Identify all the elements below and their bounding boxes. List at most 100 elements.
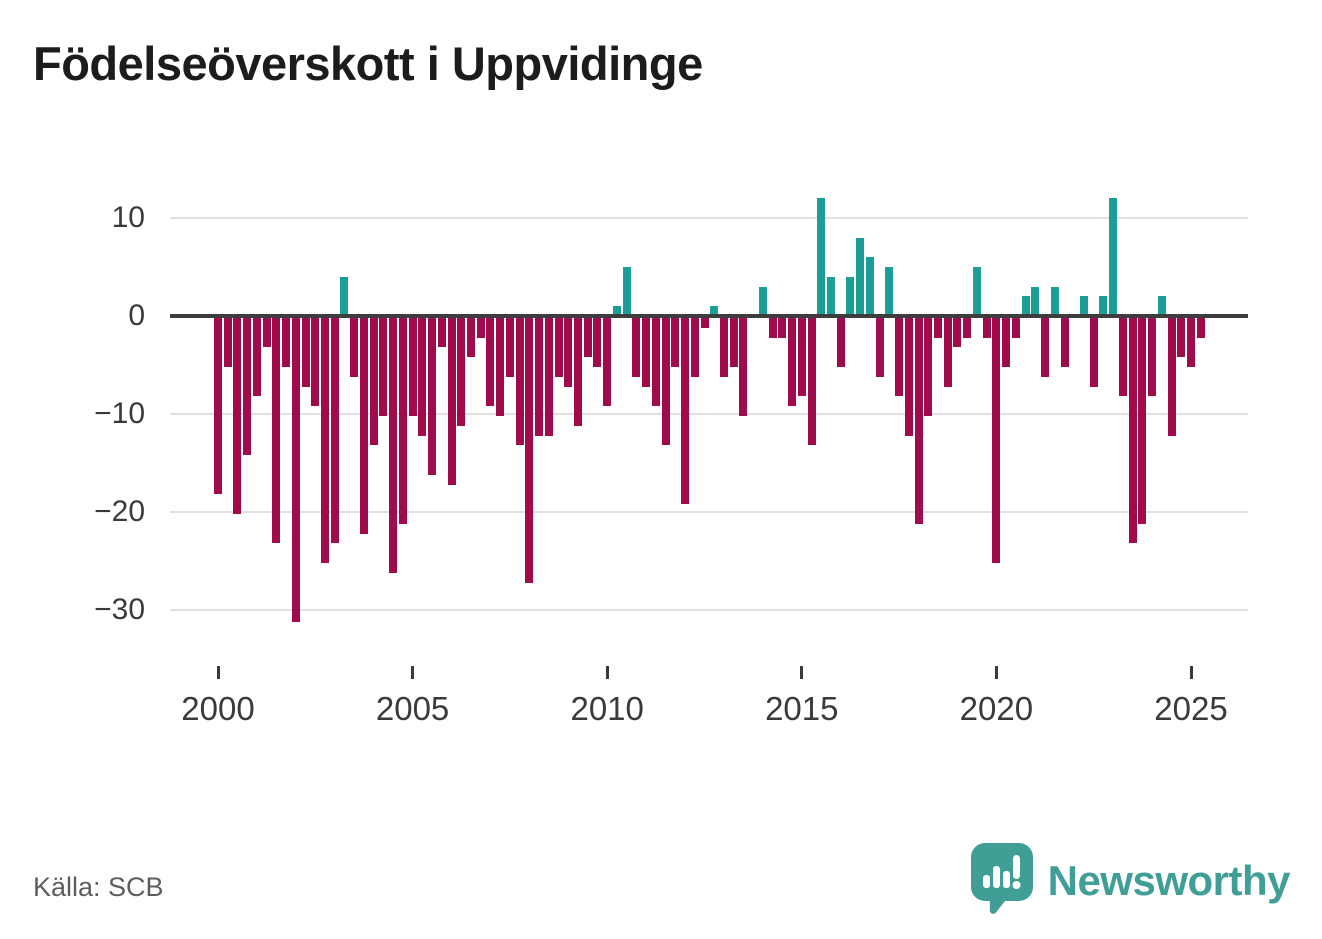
bar-q51 [710, 306, 719, 316]
gridline-y-10 [170, 217, 1248, 219]
bar-q64 [836, 318, 845, 367]
bar-q13 [340, 276, 349, 316]
bar-q12 [330, 318, 339, 544]
y-axis-label--20: −20 [94, 495, 145, 528]
x-axis-tick-2005 [411, 666, 415, 679]
bar-q8 [291, 318, 300, 622]
bar-q59 [788, 318, 797, 407]
bar-q9 [301, 318, 310, 387]
bar-q15 [359, 318, 368, 534]
bar-q85 [1041, 318, 1050, 377]
bar-q30 [505, 318, 514, 377]
bar-q66 [856, 237, 865, 316]
bar-q49 [690, 318, 699, 377]
bar-q83 [1021, 296, 1030, 316]
bar-q44 [642, 318, 651, 387]
bar-q20 [408, 318, 417, 416]
bar-q73 [924, 318, 933, 416]
bar-q3 [243, 318, 252, 456]
bar-q52 [719, 318, 728, 377]
bar-q70 [895, 318, 904, 397]
x-axis-tick-2025 [1189, 666, 1193, 679]
bar-q31 [515, 318, 524, 446]
x-axis-tick-2000 [216, 666, 220, 679]
bar-q75 [943, 318, 952, 387]
bar-q7 [282, 318, 291, 367]
x-axis-tick-2010 [605, 666, 609, 679]
bar-q84 [1031, 286, 1040, 316]
bar-q24 [447, 318, 456, 485]
bar-q18 [389, 318, 398, 573]
y-axis-label--30: −30 [94, 593, 145, 626]
bar-q40 [603, 318, 612, 407]
bar-q48 [681, 318, 690, 505]
gridline-y--10 [170, 413, 1248, 415]
bar-q17 [379, 318, 388, 416]
bar-q87 [1060, 318, 1069, 367]
x-axis-tick-2015 [800, 666, 804, 679]
x-axis-label-2015: 2015 [765, 690, 839, 727]
bar-q4 [252, 318, 261, 397]
bar-q54 [739, 318, 748, 416]
bar-q94 [1128, 318, 1137, 544]
bar-q92 [1109, 198, 1118, 316]
logo-bubble-shape [970, 843, 1033, 914]
bar-q74 [934, 318, 943, 338]
bar-q21 [418, 318, 427, 436]
bar-q100 [1187, 318, 1195, 367]
bar-q11 [321, 318, 330, 563]
zero-axis-line [170, 314, 1248, 318]
x-axis-label-2020: 2020 [959, 690, 1034, 727]
bar-q67 [865, 257, 874, 316]
bar-q89 [1079, 296, 1088, 316]
bar-q26 [466, 318, 475, 358]
bar-q14 [350, 318, 359, 377]
bar-q86 [1050, 286, 1059, 316]
bar-q62 [817, 198, 826, 316]
x-axis-label-2000: 2000 [181, 690, 255, 727]
bar-q50 [700, 318, 709, 328]
bar-q5 [262, 318, 271, 348]
bar-q90 [1089, 318, 1098, 387]
bar-q82 [1011, 318, 1020, 338]
bar-q32 [525, 318, 534, 583]
bar-q22 [428, 318, 437, 475]
bar-q43 [632, 318, 641, 377]
bar-q42 [622, 267, 631, 316]
bar-q46 [661, 318, 670, 446]
bar-q38 [583, 318, 592, 358]
brand-logo: Newsworthy [970, 842, 1291, 919]
bar-q99 [1177, 318, 1186, 358]
bar-q56 [758, 286, 767, 316]
bar-q57 [768, 318, 777, 338]
bar-q39 [593, 318, 602, 367]
source-note: Källa: SCB [33, 872, 164, 902]
bar-q80 [992, 318, 1001, 563]
bar-q96 [1148, 318, 1157, 397]
bar-q0 [214, 318, 222, 495]
bar-q65 [846, 276, 855, 316]
bar-q93 [1118, 318, 1127, 397]
bar-q2 [233, 318, 242, 514]
bar-q58 [778, 318, 787, 338]
bar-q45 [651, 318, 660, 407]
bar-q37 [574, 318, 582, 426]
bar-q78 [972, 267, 981, 316]
brand-name: Newsworthy [1047, 856, 1291, 904]
bar-q76 [953, 318, 962, 348]
bar-q68 [875, 318, 884, 377]
bar-q98 [1167, 318, 1176, 436]
bar-q81 [1002, 318, 1011, 367]
bar-q101 [1196, 318, 1205, 338]
bar-q47 [671, 318, 680, 367]
chart-title: Födelseöverskott i Uppvidinge [33, 37, 703, 90]
y-axis-label-0: 0 [128, 299, 145, 332]
bar-q60 [797, 318, 806, 397]
bar-q41 [612, 306, 621, 316]
gridline-y--30 [170, 609, 1248, 611]
bar-q35 [554, 318, 563, 377]
bar-q69 [885, 267, 894, 316]
bar-q33 [535, 318, 544, 436]
bar-q36 [564, 318, 573, 387]
